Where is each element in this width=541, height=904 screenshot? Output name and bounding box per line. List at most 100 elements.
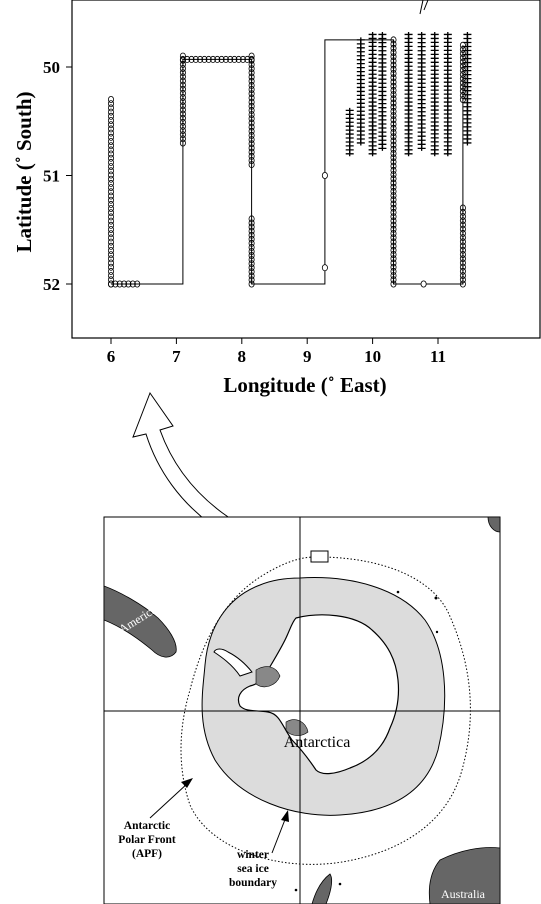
track-point: [390, 36, 397, 44]
track-point: [404, 151, 413, 157]
track-point: [459, 221, 466, 229]
track-point: [390, 238, 397, 246]
track-point: [248, 115, 255, 123]
track-point: [179, 106, 186, 114]
track-point: [390, 141, 397, 149]
sea-ice-label-line1: winter: [237, 849, 269, 861]
track-point: [459, 259, 466, 267]
track-point: [420, 280, 427, 288]
track-point: [459, 204, 466, 212]
island: [434, 596, 438, 600]
track-point: [248, 144, 255, 152]
track-tail: [419, 0, 429, 15]
track-point: [390, 61, 397, 69]
track-point: [248, 106, 255, 114]
track-point: [108, 167, 115, 175]
track-point: [459, 255, 466, 263]
track-point: [248, 256, 255, 264]
track-point: [248, 280, 255, 288]
track-point: [390, 183, 397, 191]
track-point: [239, 55, 246, 63]
track-point: [248, 223, 255, 231]
track-point: [248, 251, 255, 259]
x-tick-label: 10: [364, 347, 381, 366]
track-point: [248, 136, 255, 144]
sea-ice-label-line2: sea ice: [237, 863, 269, 875]
track-point: [248, 98, 255, 106]
apf-label-line2: Polar Front: [118, 834, 176, 846]
track-point: [390, 221, 397, 229]
track-point: [459, 246, 466, 254]
track-point: [248, 148, 255, 156]
y-tick-label: 50: [43, 58, 60, 77]
track-point: [459, 280, 466, 288]
track-point: [209, 55, 216, 63]
island: [396, 590, 400, 594]
track-point: [248, 239, 255, 247]
track-point: [108, 255, 115, 263]
x-tick-label: 11: [430, 347, 446, 366]
track-point: [108, 100, 115, 108]
island: [294, 888, 298, 892]
track-point: [108, 276, 115, 284]
apf-annotation: Antarctic Polar Front (APF): [118, 778, 193, 860]
track-point: [116, 280, 123, 288]
track-point: [108, 171, 115, 179]
track-point: [390, 99, 397, 107]
track-point: [108, 112, 115, 120]
y-tick-label: 52: [43, 275, 60, 294]
track-point: [390, 175, 397, 183]
track-point: [248, 69, 255, 77]
track-point: [179, 52, 186, 60]
track-point: [390, 171, 397, 179]
track-point: [390, 44, 397, 52]
x-axis-title: Longitude (˚ East): [223, 373, 386, 397]
x-tick-label: 7: [172, 347, 181, 366]
track-point: [248, 152, 255, 160]
track-point: [390, 40, 397, 48]
apf-label-line1: Antarctic: [124, 820, 170, 832]
track-point: [231, 55, 238, 63]
track-point: [248, 127, 255, 135]
island: [435, 630, 439, 634]
track-point: [248, 61, 255, 69]
track-point: [108, 137, 115, 145]
track-point: [112, 280, 119, 288]
track-point: [390, 53, 397, 61]
track-point: [459, 46, 466, 54]
track-point: [390, 112, 397, 120]
island: [338, 882, 342, 886]
track-point: [248, 268, 255, 276]
track-point: [248, 81, 255, 89]
track-point: [108, 230, 115, 238]
track-point: [345, 151, 354, 157]
track-point: [108, 163, 115, 171]
track-point: [390, 272, 397, 280]
track-point: [248, 276, 255, 284]
track-point: [248, 219, 255, 227]
track-point: [390, 225, 397, 233]
track-point: [390, 78, 397, 86]
track-point: [179, 65, 186, 73]
track-point: [390, 213, 397, 221]
track-point: [179, 110, 186, 118]
arrow-head-icon: [181, 778, 193, 788]
track-point: [235, 55, 242, 63]
track-point: [108, 234, 115, 242]
track-point: [459, 276, 466, 284]
track-point: [248, 52, 255, 60]
track-point: [227, 55, 234, 63]
track-point: [179, 127, 186, 135]
track-point: [108, 192, 115, 200]
track-point: [248, 264, 255, 272]
track-point: [248, 140, 255, 148]
x-tick-label: 8: [238, 347, 247, 366]
track-point: [459, 234, 466, 242]
track-point: [179, 55, 186, 63]
track-point: [222, 55, 229, 63]
track-point: [218, 55, 225, 63]
track-point: [390, 217, 397, 225]
track-point: [390, 133, 397, 141]
track-point: [390, 234, 397, 242]
track-point: [248, 260, 255, 268]
